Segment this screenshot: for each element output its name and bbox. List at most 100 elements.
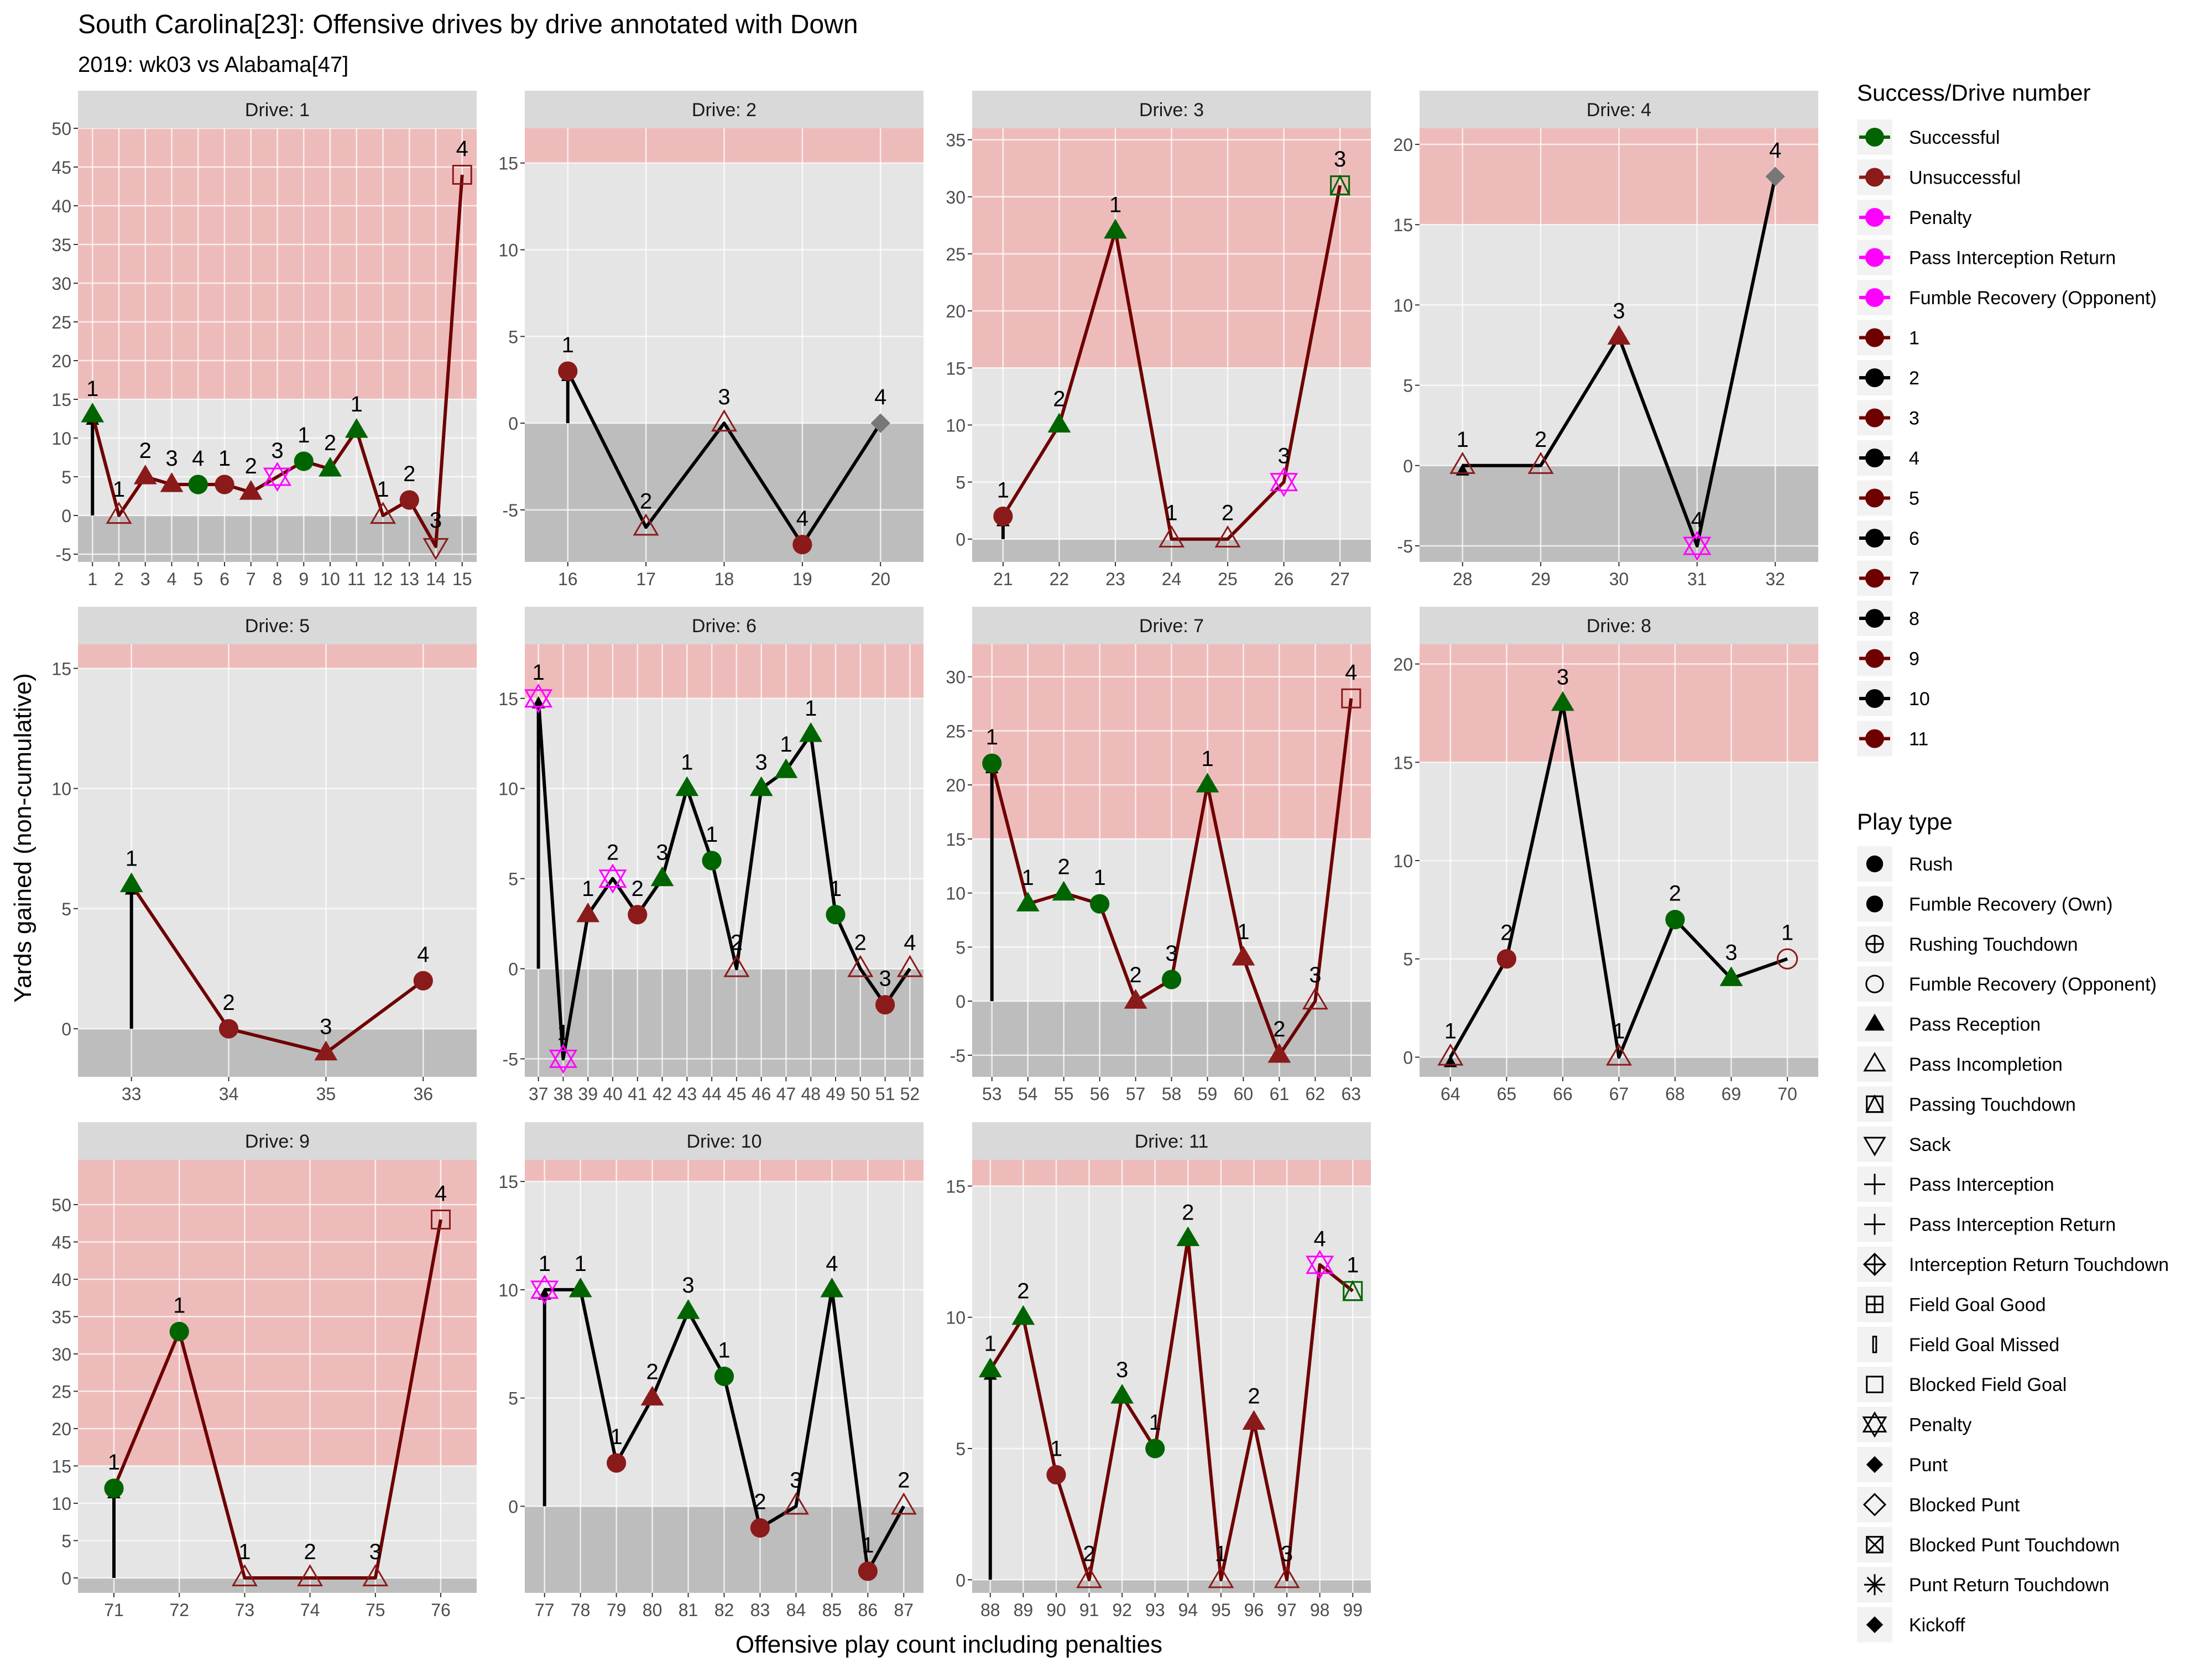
legend-key-dot <box>1865 288 1884 307</box>
legend-success-item: 7 <box>1857 560 1919 596</box>
play-marker <box>1274 1566 1300 1588</box>
x-tick-label: 1 <box>87 569 97 589</box>
down-label: 2 <box>646 1360 658 1384</box>
panel-background <box>78 644 477 1077</box>
y-tick-label: 0 <box>508 1497 518 1517</box>
x-tick-label: 16 <box>558 569 578 589</box>
down-label: 1 <box>805 696 817 721</box>
x-tick-label: 31 <box>1687 569 1707 589</box>
down-label: 1 <box>533 660 545 685</box>
play-marker <box>782 1492 809 1515</box>
panel-strip <box>972 91 1371 128</box>
legend-success-label: 1 <box>1909 328 1919 349</box>
x-tick-label: 4 <box>167 569 177 589</box>
down-label: 3 <box>1334 147 1346 171</box>
play-marker <box>231 1564 258 1587</box>
x-tick-label: 33 <box>122 1084 142 1104</box>
x-tick-label: 50 <box>851 1084 870 1104</box>
loss-zone-band <box>78 1029 477 1077</box>
y-tick-label: 0 <box>956 1570 966 1590</box>
down-label: 1 <box>986 725 998 749</box>
down-label: 2 <box>1017 1279 1029 1304</box>
legend-playtype-label: Sack <box>1909 1134 1952 1155</box>
panel-strip-label: Drive: 7 <box>1139 616 1204 637</box>
down-label: 2 <box>854 931 867 955</box>
play-marker <box>422 538 449 560</box>
down-label: 3 <box>790 1468 802 1492</box>
down-label: 3 <box>165 446 178 471</box>
legend-playtype-label: Rushing Touchdown <box>1909 934 2078 955</box>
y-tick-label: 5 <box>61 467 71 487</box>
play-marker <box>1551 691 1574 711</box>
panel-strip <box>525 91 924 128</box>
down-label: 1 <box>539 1252 551 1276</box>
y-tick-label: 10 <box>498 779 518 799</box>
legend-playtype-label: Fumble Recovery (Own) <box>1909 894 2112 915</box>
x-tick-label: 49 <box>826 1084 846 1104</box>
down-label: 2 <box>1669 882 1681 906</box>
legend-success-item: Pass Interception Return <box>1857 239 2116 275</box>
panel-drive-4: -5 0 5 10 15 20 28 29 30 31 32 Drive: 4 1 2 3 4 4 <box>1393 91 1818 589</box>
legend-playtype-item: Rushing Touchdown <box>1857 926 2078 962</box>
down-label: 1 <box>1347 1253 1359 1277</box>
x-tick-label: 40 <box>603 1084 623 1104</box>
play-marker <box>1016 892 1040 911</box>
down-label: 2 <box>632 877 644 901</box>
y-tick-label: 30 <box>946 187 966 207</box>
legend-key-dot <box>1865 248 1884 267</box>
x-tick-label: 2 <box>114 569 124 589</box>
legend-playtype-item: Punt <box>1857 1447 1948 1482</box>
x-tick-label: 87 <box>894 1600 914 1620</box>
x-tick-label: 72 <box>169 1600 189 1620</box>
down-label: 2 <box>1248 1384 1260 1409</box>
x-tick-label: 55 <box>1054 1084 1074 1104</box>
y-tick-label: 15 <box>51 390 71 410</box>
panel-strip-label: Drive: 1 <box>245 100 310 121</box>
x-tick-label: 90 <box>1046 1600 1066 1620</box>
legend-playtype-label: Pass Incompletion <box>1909 1054 2063 1075</box>
legend-success-item: 4 <box>1857 440 1919 476</box>
down-label: 2 <box>304 1540 316 1564</box>
x-tick-label: 98 <box>1310 1600 1330 1620</box>
play-marker <box>1527 451 1554 474</box>
y-tick-label: 30 <box>51 1345 71 1364</box>
x-tick-label: 12 <box>373 569 393 589</box>
y-tick-label: 5 <box>508 1389 518 1409</box>
legend-key-shape <box>1863 1493 1887 1517</box>
x-tick-label: 37 <box>529 1084 549 1104</box>
down-label: 3 <box>879 967 891 991</box>
legend-key-shape <box>1863 1252 1887 1277</box>
legend-playtype-title: Play type <box>1857 809 1953 835</box>
legend-key-bg <box>1857 1086 1892 1122</box>
play-marker <box>294 451 314 471</box>
legend-playtype-label: Pass Reception <box>1909 1014 2041 1035</box>
x-tick-label: 53 <box>982 1084 1002 1104</box>
x-tick-label: 70 <box>1777 1084 1797 1104</box>
down-label: 3 <box>369 1540 382 1564</box>
x-tick-label: 9 <box>299 569 309 589</box>
panel-strip-label: Drive: 11 <box>1135 1131 1209 1152</box>
x-tick-label: 3 <box>140 569 150 589</box>
legend-playtype-label: Punt <box>1909 1455 1948 1476</box>
legend-success-label: 7 <box>1909 569 1919 590</box>
drive-line <box>112 1219 442 1580</box>
y-tick-label: 10 <box>51 1494 71 1514</box>
down-label: 1 <box>351 392 363 416</box>
x-tick-label: 64 <box>1441 1084 1460 1104</box>
down-label: 1 <box>1444 1019 1457 1043</box>
panel-background <box>972 1160 1371 1593</box>
play-marker <box>1052 881 1076 901</box>
play-marker <box>1110 1384 1134 1404</box>
panel-strip-label: Drive: 6 <box>692 616 757 637</box>
play-marker <box>1496 949 1517 969</box>
legend-key-bg <box>1857 1046 1892 1082</box>
down-label: 1 <box>238 1540 251 1564</box>
y-tick-label: 0 <box>956 992 966 1012</box>
down-label: 1 <box>1457 428 1469 452</box>
down-label: 3 <box>682 1273 694 1298</box>
legend-success-item: 8 <box>1857 601 1919 636</box>
legend-playtype-label: Blocked Punt Touchdown <box>1909 1535 2120 1556</box>
y-tick-label: 15 <box>1393 753 1413 773</box>
